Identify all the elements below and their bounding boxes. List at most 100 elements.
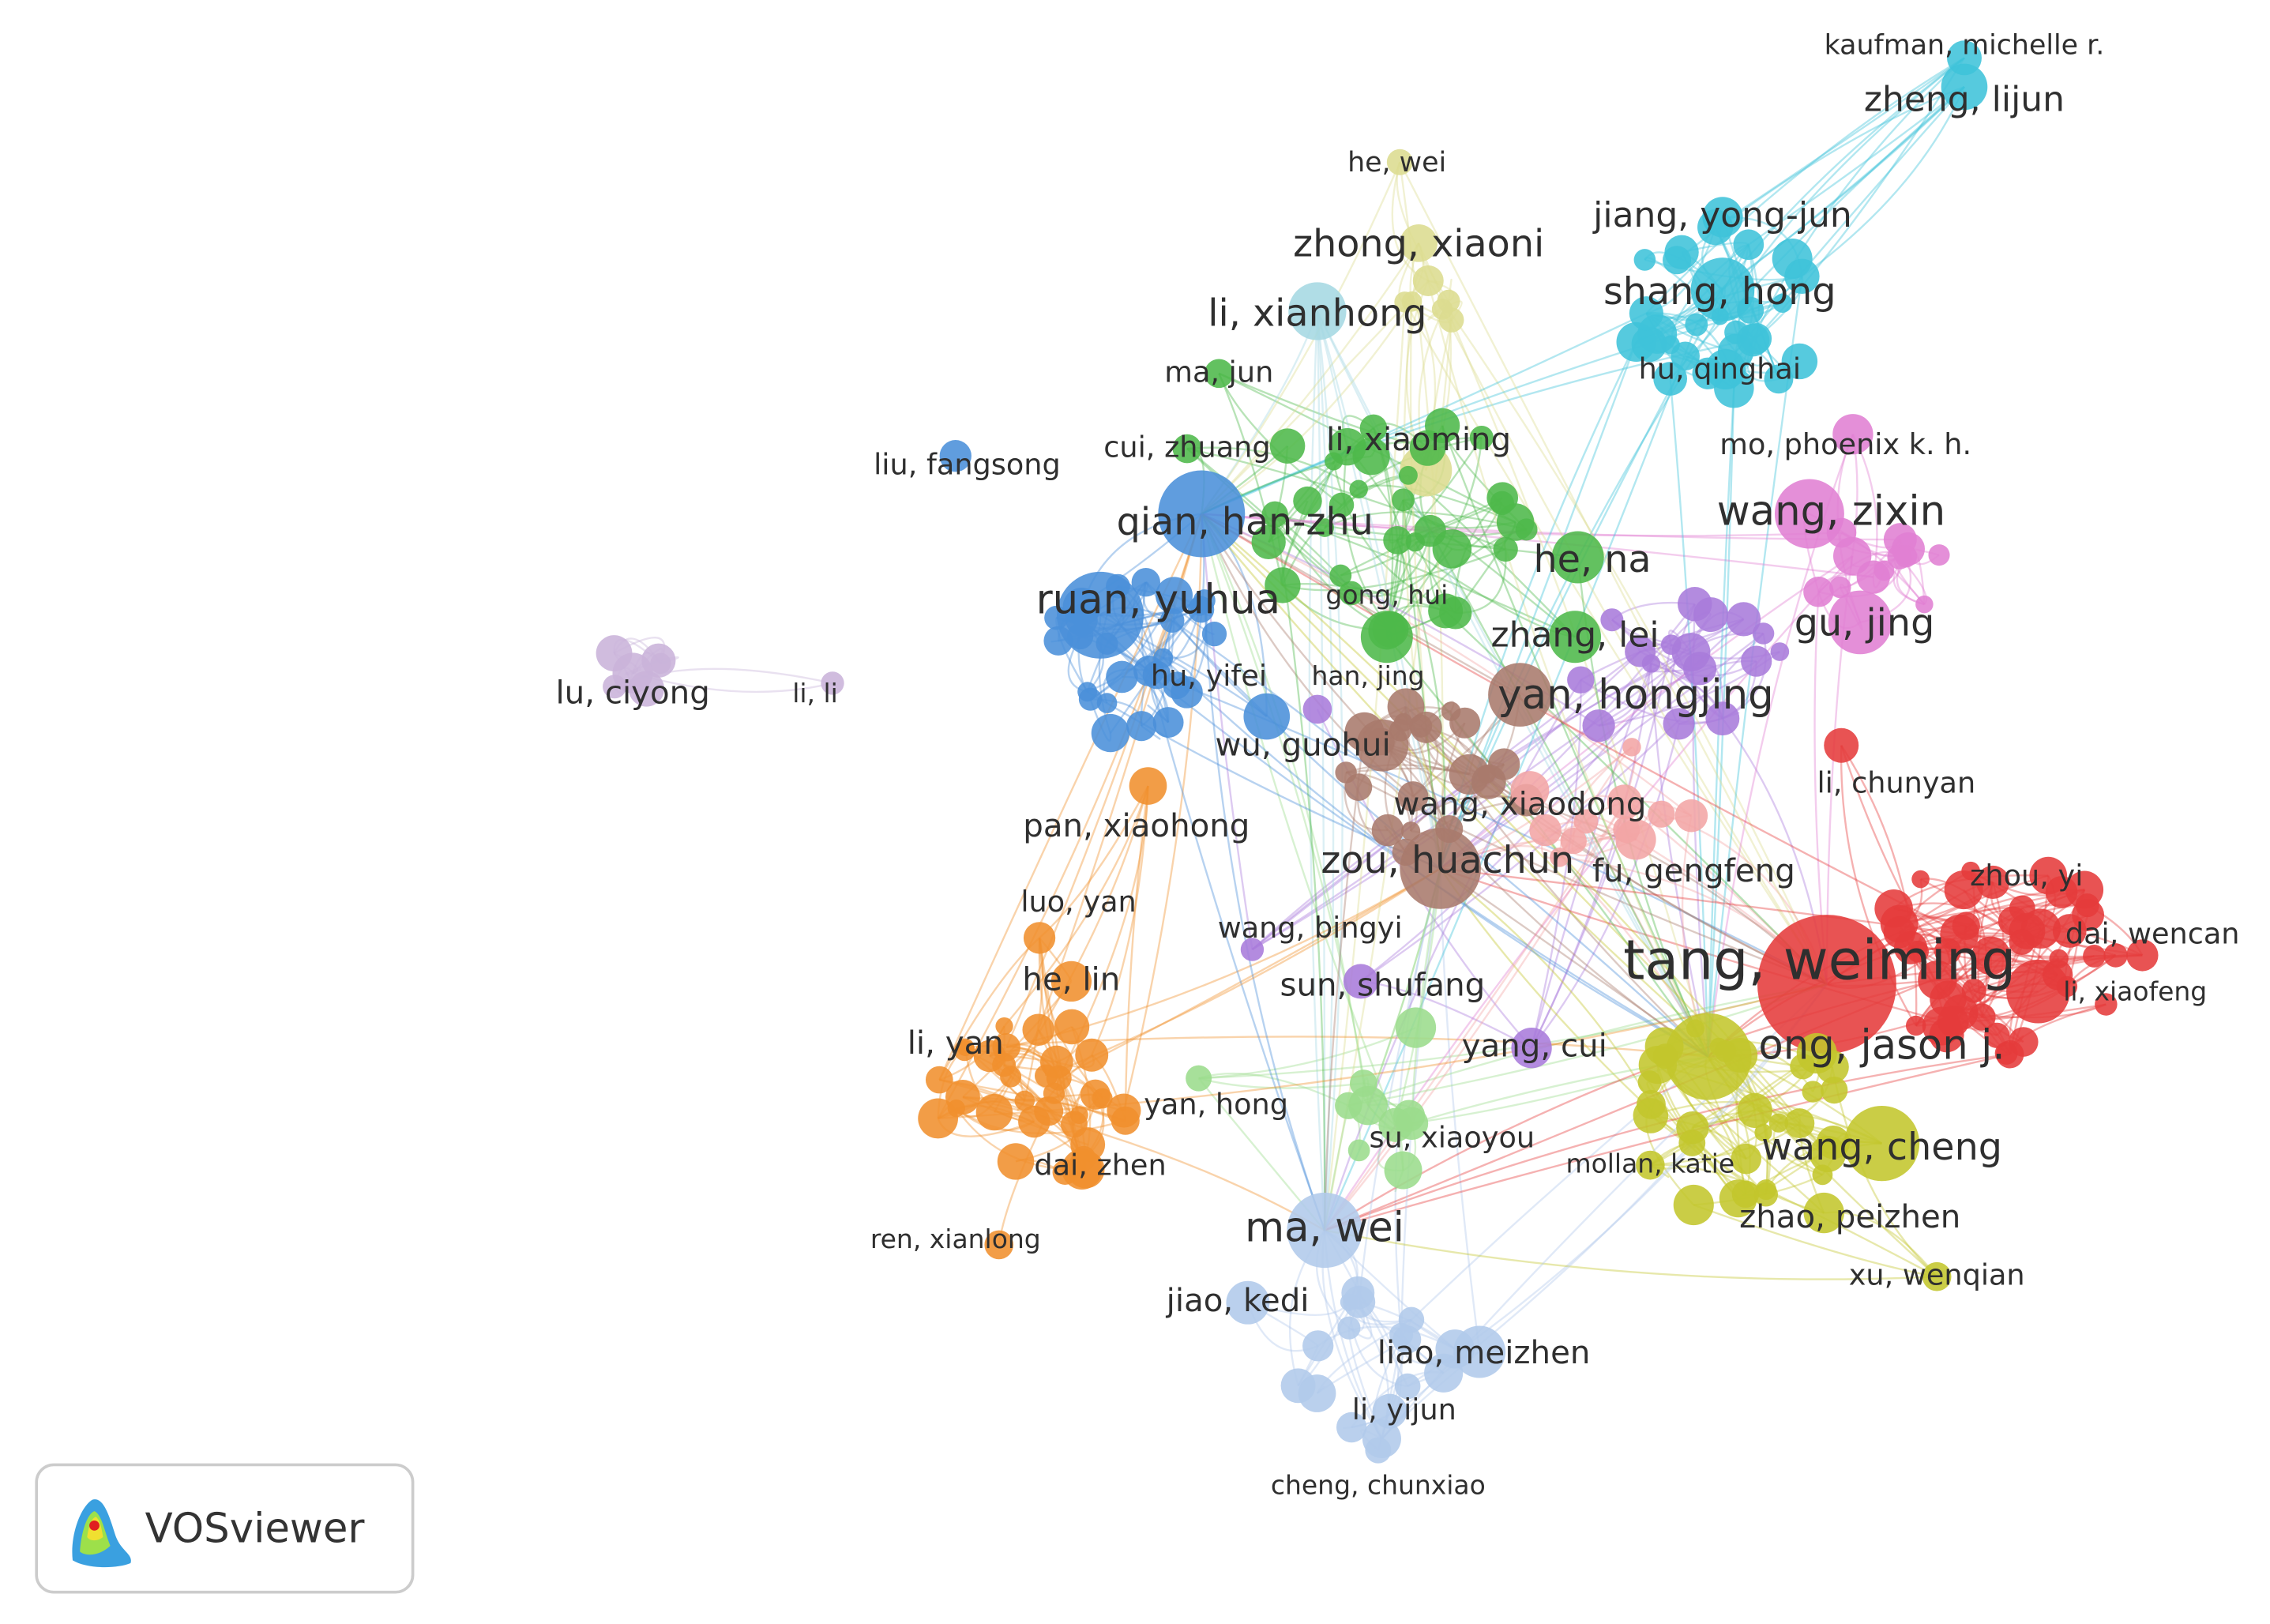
node-label: xu, wenqian (1849, 1258, 2025, 1292)
edge (1404, 301, 1828, 985)
node-bubble (975, 1093, 1013, 1131)
node-label: li, xiaoming (1326, 421, 1511, 458)
node-label: zhao, peizhen (1739, 1198, 1960, 1235)
node-bubble (1337, 1316, 1361, 1340)
node-bubble (1674, 799, 1708, 833)
node-bubble (1349, 479, 1368, 499)
node-bubble (1435, 814, 1464, 844)
node-bubble (2056, 976, 2078, 998)
node-bubble (1066, 622, 1094, 650)
edge (1186, 448, 1352, 594)
node-bubble (1613, 816, 1640, 844)
node-bubble (925, 1066, 953, 1094)
node-bubble (2083, 945, 2106, 968)
node-bubble (1347, 1139, 1370, 1162)
edge (1707, 351, 1737, 1057)
edge (1039, 785, 1149, 939)
node-label: ong, jason j. (1758, 1022, 2005, 1070)
node-bubble (1394, 712, 1413, 732)
node-bubble (1329, 564, 1352, 587)
node-bubble (1493, 536, 1518, 562)
node-label: zhong, xiaoni (1293, 223, 1544, 266)
edge (1403, 301, 1441, 869)
node-label: yang, cui (1462, 1028, 1607, 1065)
node-label: shang, hong (1603, 270, 1836, 314)
edge (1752, 57, 1965, 340)
node-bubble (1288, 282, 1347, 340)
node-bubble (1731, 1180, 1760, 1209)
node-bubble (1961, 861, 1980, 881)
edge (1201, 513, 1874, 578)
node-label: kaufman, michelle r. (1825, 30, 2105, 62)
edge (1748, 86, 1965, 246)
node-bubble (1386, 148, 1413, 175)
edge (1410, 795, 1527, 832)
node-bubble (1741, 645, 1772, 677)
node-bubble (1325, 452, 1344, 471)
edge (1360, 633, 1765, 983)
node-bubble (1641, 654, 1661, 673)
node-bubble (1315, 518, 1335, 537)
node-bubble (1243, 693, 1291, 740)
node-bubble (1907, 940, 1929, 963)
node-label: liu, fangsong (874, 448, 1061, 482)
node-bubble (1560, 827, 1587, 855)
node-bubble (1709, 1037, 1728, 1056)
node-bubble (1764, 364, 1794, 394)
node-bubble (1653, 362, 1688, 396)
edge (1693, 1204, 1937, 1278)
edge (1765, 1189, 1937, 1278)
edge (1198, 1077, 1364, 1089)
node-bubble (1126, 711, 1157, 742)
node-bubble (1905, 1015, 1926, 1036)
node-label: dai, zhen (1034, 1148, 1166, 1182)
edge (1400, 868, 1441, 1335)
node-bubble (1697, 209, 1734, 246)
node-bubble (1567, 666, 1595, 694)
node-label: su, xiaoyou (1370, 1121, 1535, 1155)
node-label: sun, shufang (1280, 967, 1485, 1004)
node-bubble (1607, 784, 1642, 820)
edge (1840, 745, 1917, 1027)
node-bubble (1711, 307, 1729, 325)
edge (1274, 513, 1576, 638)
node-bubble (1894, 545, 1918, 568)
node-label: zhou, yi (1970, 859, 2083, 893)
edge (1324, 510, 1527, 531)
edge (1531, 663, 1652, 1049)
node-bubble (1678, 587, 1712, 622)
edge (1385, 636, 1709, 1058)
node-bubble (1096, 632, 1118, 655)
node-bubble (1226, 1280, 1270, 1325)
node-bubble (1714, 367, 1754, 408)
edge (1650, 663, 1709, 1057)
node-label: yan, hongjing (1498, 671, 1773, 719)
node-bubble (2009, 929, 2035, 955)
node-bubble (1768, 1113, 1789, 1133)
node-bubble (1550, 848, 1569, 867)
node-bubble (1401, 821, 1421, 841)
node-bubble (1629, 296, 1663, 331)
node-label: ma, jun (1164, 355, 1273, 389)
node-bubble (1158, 470, 1246, 558)
edge (1251, 651, 1692, 951)
node-bubble (1398, 465, 1418, 485)
edge (1649, 1052, 1817, 1167)
edge (1531, 644, 1672, 1049)
node-label: li, chunyan (1817, 766, 1975, 800)
node-bubble (1915, 595, 1934, 614)
edge (1324, 1229, 1937, 1280)
edge (1171, 619, 1709, 1058)
edge (1201, 513, 2068, 988)
node-bubble (1832, 414, 1874, 455)
node-bubble (1155, 577, 1193, 615)
node-bubble (1106, 573, 1130, 599)
edge (1201, 513, 1365, 1084)
node-bubble (1961, 979, 1986, 1003)
edge (1201, 242, 1420, 515)
node-bubble (1052, 1160, 1078, 1186)
node-bubble (1790, 1054, 1816, 1080)
node-bubble (2075, 893, 2099, 918)
node-bubble (1752, 622, 1775, 645)
